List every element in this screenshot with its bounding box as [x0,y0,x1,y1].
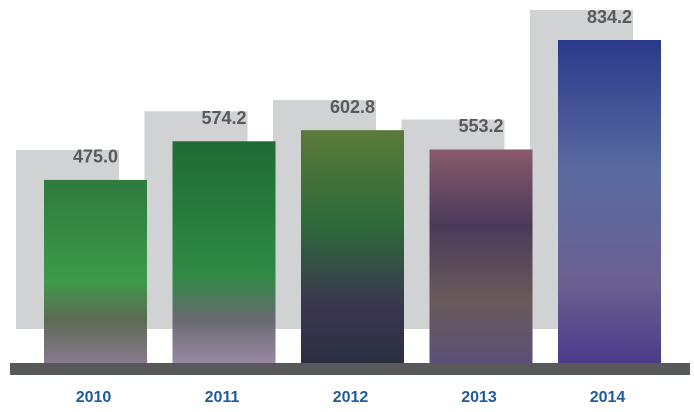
x-tick-label: 2013 [461,389,497,406]
x-tick-label: 2012 [333,389,369,406]
chart: 475.0 2010 574.2 2011 602.8 2012 553.2 2013 834.… [0,0,694,412]
bar [558,40,661,365]
bar [301,130,404,365]
bar [173,141,276,365]
x-tick-label: 2010 [76,389,112,406]
bar [430,149,533,365]
value-label: 475.0 [73,147,118,167]
x-tick-label: 2014 [590,389,626,406]
bars [44,40,661,365]
baseline [10,363,690,375]
bar [44,180,147,365]
value-label: 553.2 [458,116,503,136]
x-tick-label: 2011 [205,389,240,406]
value-label: 602.8 [330,97,375,117]
value-label: 574.2 [201,108,246,128]
value-label: 834.2 [587,7,632,27]
